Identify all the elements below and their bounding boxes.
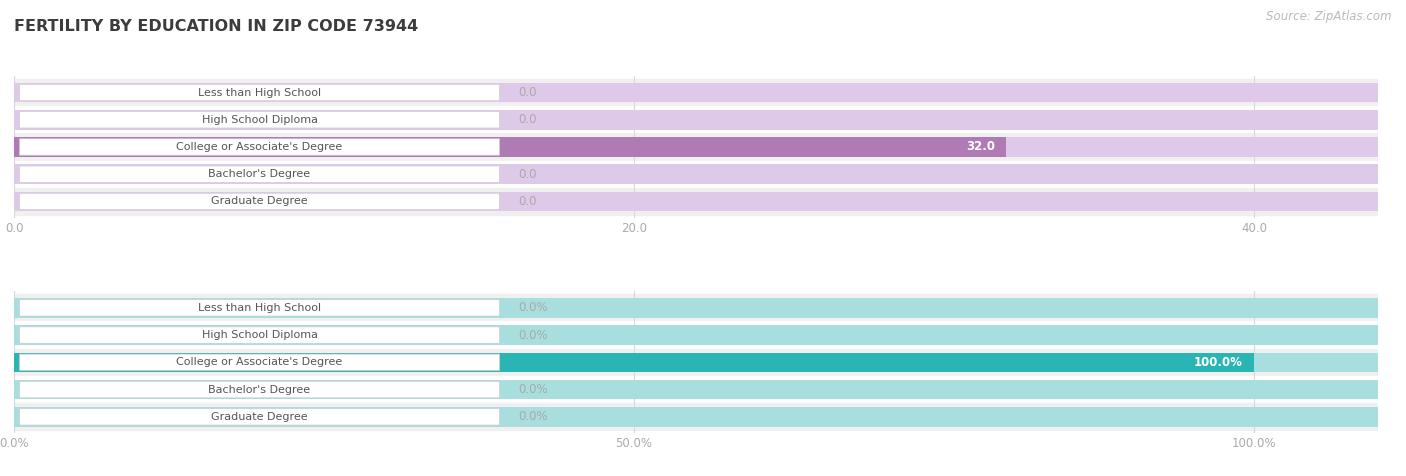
FancyBboxPatch shape — [20, 111, 499, 128]
Bar — [14, 325, 1378, 345]
Bar — [14, 160, 1378, 188]
Text: 100.0%: 100.0% — [1194, 356, 1243, 369]
Text: Bachelor's Degree: Bachelor's Degree — [208, 169, 311, 179]
Text: FERTILITY BY EDUCATION IN ZIP CODE 73944: FERTILITY BY EDUCATION IN ZIP CODE 73944 — [14, 19, 419, 34]
FancyBboxPatch shape — [20, 139, 499, 155]
Text: 0.0%: 0.0% — [519, 410, 548, 423]
Text: High School Diploma: High School Diploma — [201, 330, 318, 340]
FancyBboxPatch shape — [20, 193, 499, 210]
Bar — [14, 192, 1378, 211]
Bar — [14, 110, 1378, 129]
Text: Graduate Degree: Graduate Degree — [211, 197, 308, 207]
Text: 32.0: 32.0 — [966, 140, 995, 153]
Bar — [14, 353, 1378, 372]
Text: Source: ZipAtlas.com: Source: ZipAtlas.com — [1267, 10, 1392, 22]
Text: 0.0%: 0.0% — [519, 328, 548, 342]
Text: 0.0: 0.0 — [519, 113, 537, 126]
Bar — [14, 83, 1378, 102]
Text: 0.0: 0.0 — [519, 168, 537, 181]
FancyBboxPatch shape — [20, 381, 499, 398]
Text: High School Diploma: High School Diploma — [201, 115, 318, 125]
FancyBboxPatch shape — [20, 84, 499, 101]
FancyBboxPatch shape — [20, 299, 499, 316]
Bar — [14, 106, 1378, 133]
Bar — [14, 133, 1378, 160]
FancyBboxPatch shape — [20, 408, 499, 425]
Text: Less than High School: Less than High School — [198, 303, 321, 313]
Bar — [14, 403, 1378, 430]
Bar — [14, 137, 1005, 157]
Text: 0.0: 0.0 — [519, 195, 537, 208]
Text: Bachelor's Degree: Bachelor's Degree — [208, 385, 311, 395]
FancyBboxPatch shape — [20, 166, 499, 182]
Bar — [14, 321, 1378, 349]
Bar — [14, 380, 1378, 399]
Bar — [14, 188, 1378, 215]
Bar — [14, 294, 1378, 321]
Bar — [14, 164, 1378, 184]
Bar — [14, 407, 1378, 426]
Text: 0.0%: 0.0% — [519, 383, 548, 396]
Text: College or Associate's Degree: College or Associate's Degree — [176, 357, 343, 367]
Bar — [14, 79, 1378, 106]
Bar — [14, 376, 1378, 403]
Text: Graduate Degree: Graduate Degree — [211, 412, 308, 422]
Bar — [14, 137, 1378, 157]
Text: Less than High School: Less than High School — [198, 88, 321, 98]
Bar — [14, 349, 1378, 376]
Text: 0.0%: 0.0% — [519, 301, 548, 314]
Bar — [14, 298, 1378, 317]
FancyBboxPatch shape — [20, 327, 499, 343]
Text: College or Associate's Degree: College or Associate's Degree — [176, 142, 343, 152]
Text: 0.0: 0.0 — [519, 86, 537, 99]
Bar — [14, 353, 1254, 372]
FancyBboxPatch shape — [20, 354, 499, 370]
